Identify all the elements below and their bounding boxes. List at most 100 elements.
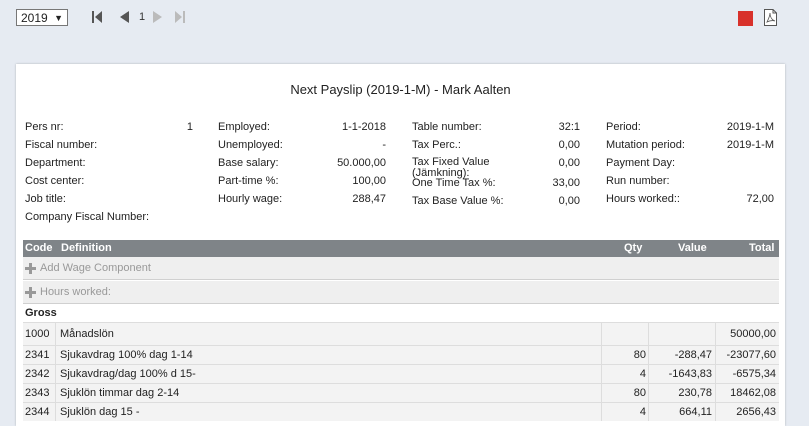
info-label: Job title:	[25, 193, 66, 205]
info-label: Cost center:	[25, 175, 85, 187]
info-row: Part-time %: 100,00	[218, 172, 386, 190]
info-label: Mutation period:	[606, 139, 685, 151]
info-label: Tax Fixed Value (Jämkning):	[412, 156, 490, 179]
info-value: 1	[186, 121, 193, 133]
info-label: Hours worked::	[606, 193, 680, 205]
info-value: 288,47	[352, 193, 386, 205]
cell-value: 664,11	[648, 403, 715, 421]
cell-total: 18462,08	[715, 384, 779, 402]
plus-icon	[25, 287, 36, 298]
cell-total: 50000,00	[715, 323, 779, 345]
info-row: Payment Day:	[606, 154, 774, 172]
wage-table: Code Definition Qty Value Total Add Wage…	[23, 240, 779, 421]
year-value: 2019	[21, 11, 48, 25]
cell-code: 2344	[25, 406, 50, 418]
info-row: Hourly wage: 288,47	[218, 190, 386, 208]
info-row: Base salary: 50.000,00	[218, 154, 386, 172]
info-row: Company Fiscal Number:	[25, 208, 193, 226]
cell-definition: Sjukavdrag 100% dag 1-14	[55, 346, 601, 364]
info-row: Tax Base Value %: 0,00	[412, 192, 580, 210]
info-value: 1-1-2018	[341, 121, 386, 133]
dropdown-arrow-icon: ▼	[54, 13, 63, 23]
info-value: 100,00	[352, 175, 386, 187]
info-label: Table number:	[412, 121, 482, 133]
info-row: Employed: 1-1-2018	[218, 118, 386, 136]
cell-code: 1000	[25, 328, 50, 340]
info-row: Mutation period: 2019-1-M	[606, 136, 774, 154]
add-wage-component-row[interactable]: Add Wage Component	[23, 257, 779, 280]
info-label: Hourly wage:	[218, 193, 283, 205]
info-row: Job title:	[25, 190, 193, 208]
period-info-column: Period: 2019-1-M Mutation period: 2019-1-M…	[606, 118, 774, 208]
cell-code: 2342	[25, 368, 50, 380]
group-header: Gross	[23, 304, 779, 322]
add-wage-component-label: Add Wage Component	[40, 262, 151, 274]
payslip-title: Next Payslip (2019-1-M) - Mark Aalten	[290, 82, 511, 97]
toolbar: 2019 ▼ 1	[0, 0, 809, 40]
info-value: 2019-1-M	[726, 139, 774, 151]
info-label: Run number:	[606, 175, 670, 187]
cell-qty: 4	[601, 365, 648, 383]
col-header-value[interactable]: Value	[678, 242, 707, 254]
table-row[interactable]: 2342 Sjukavdrag/dag 100% d 15- 4 -1643,8…	[23, 364, 779, 383]
table-row[interactable]: 2343 Sjuklön timmar dag 2-14 80 230,78 1…	[23, 383, 779, 402]
info-row: Tax Fixed Value (Jämkning): 0,00	[412, 154, 580, 179]
info-row: Period: 2019-1-M	[606, 118, 774, 136]
year-select[interactable]: 2019 ▼	[16, 9, 68, 26]
info-value: -	[382, 139, 386, 151]
table-row[interactable]: 2344 Sjuklön dag 15 - 4 664,11 2656,43	[23, 402, 779, 421]
cell-code: 2341	[25, 349, 50, 361]
info-label: Employed:	[218, 121, 270, 133]
info-label: Base salary:	[218, 157, 279, 169]
info-label: Payment Day:	[606, 157, 676, 169]
info-row: Tax Perc.: 0,00	[412, 136, 580, 154]
info-value: 0,00	[558, 157, 580, 169]
info-label: Department:	[25, 157, 86, 169]
info-value: 0,00	[558, 139, 580, 151]
info-row: Pers nr: 1	[25, 118, 193, 136]
hours-worked-row[interactable]: Hours worked:	[23, 280, 779, 304]
first-page-icon[interactable]	[91, 10, 103, 26]
pdf-icon[interactable]	[764, 9, 777, 26]
cell-code: 2343	[25, 387, 50, 399]
cell-value: -288,47	[648, 346, 715, 364]
cell-qty	[601, 323, 648, 345]
cell-value: -1643,83	[648, 365, 715, 383]
cell-total: 2656,43	[715, 403, 779, 421]
info-label: One Time Tax %:	[412, 177, 496, 189]
last-page-icon[interactable]	[174, 10, 186, 26]
info-value: 33,00	[552, 177, 580, 189]
info-value: 2019-1-M	[726, 121, 774, 133]
info-label: Pers nr:	[25, 121, 64, 133]
cell-value	[648, 323, 715, 345]
col-header-definition[interactable]: Definition	[61, 242, 112, 254]
info-value: 0,00	[558, 195, 580, 207]
cell-total: -23077,60	[715, 346, 779, 364]
cell-qty: 80	[601, 384, 648, 402]
col-header-code[interactable]: Code	[25, 242, 53, 254]
plus-icon	[25, 263, 36, 274]
group-label: Gross	[25, 307, 57, 319]
cell-qty: 4	[601, 403, 648, 421]
next-page-icon[interactable]	[152, 10, 164, 26]
col-header-total[interactable]: Total	[749, 242, 775, 254]
info-label: Period:	[606, 121, 641, 133]
info-row: Fiscal number:	[25, 136, 193, 154]
info-label: Company Fiscal Number:	[25, 211, 150, 223]
hours-worked-label: Hours worked:	[40, 286, 111, 298]
tax-info-column: Table number: 32:1 Tax Perc.: 0,00 Tax Fix…	[412, 118, 580, 210]
stop-icon[interactable]	[738, 11, 753, 26]
table-header: Code Definition Qty Value Total	[23, 240, 779, 257]
col-header-qty[interactable]: Qty	[624, 242, 643, 254]
page-number: 1	[139, 11, 146, 23]
employee-info-column: Pers nr: 1 Fiscal number: Department: Cos…	[25, 118, 193, 226]
info-label: Fiscal number:	[25, 139, 98, 151]
info-label: Tax Base Value %:	[412, 195, 504, 207]
cell-value: 230,78	[648, 384, 715, 402]
info-row: Run number:	[606, 172, 774, 190]
cell-qty: 80	[601, 346, 648, 364]
info-row: Hours worked:: 72,00	[606, 190, 774, 208]
table-row[interactable]: 1000 Månadslön 50000,00	[23, 322, 779, 345]
table-row[interactable]: 2341 Sjukavdrag 100% dag 1-14 80 -288,47…	[23, 345, 779, 364]
previous-page-icon[interactable]	[118, 10, 130, 26]
